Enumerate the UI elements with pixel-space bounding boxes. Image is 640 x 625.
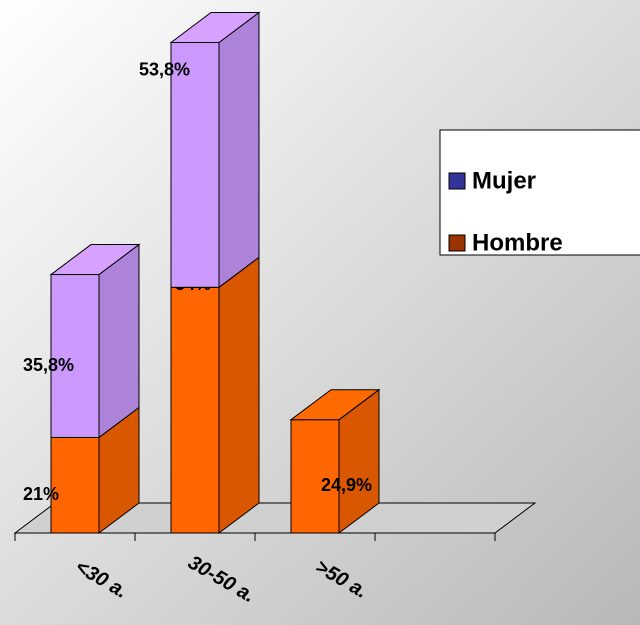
data-label: 21% (23, 484, 59, 504)
bar-side (98, 243, 140, 439)
legend-swatch (448, 172, 466, 190)
legend-label: Hombre (472, 229, 563, 256)
legend: Mujer Hombre (439, 129, 640, 256)
data-label: 53,8% (139, 59, 190, 79)
data-label: 35,8% (23, 355, 74, 375)
bar-top (169, 12, 261, 44)
data-label: 24,9% (321, 475, 372, 495)
bar-segment (170, 42, 220, 288)
legend-label: Mujer (472, 167, 536, 194)
bar-side (218, 11, 260, 289)
legend-swatch (448, 234, 466, 252)
bar-top (49, 244, 141, 276)
legend-box (439, 129, 640, 256)
bar-side (218, 256, 260, 534)
bar-top (289, 389, 381, 421)
bar-segment (170, 286, 220, 534)
bar-segment (290, 419, 340, 534)
